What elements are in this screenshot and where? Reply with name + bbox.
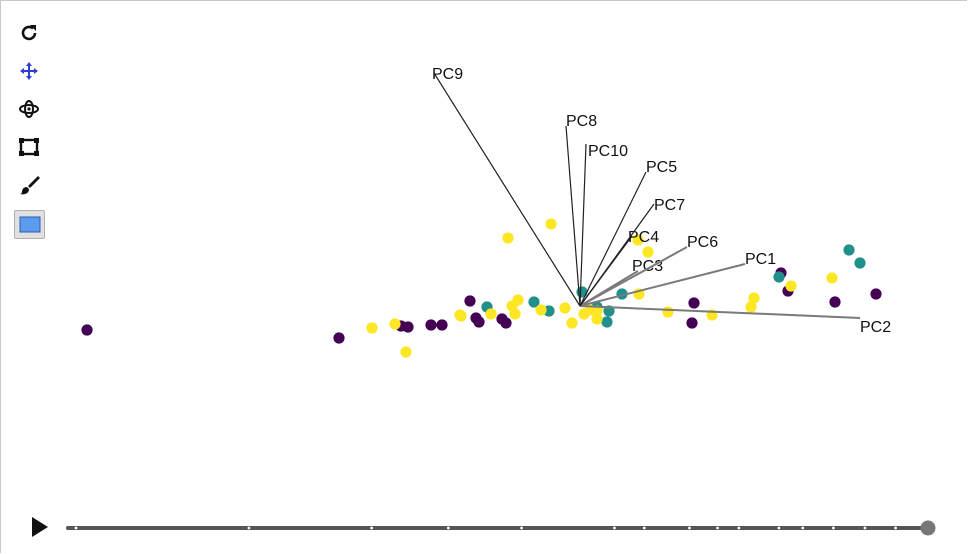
data-point-yellow[interactable] <box>512 294 524 306</box>
brush-button[interactable] <box>14 170 44 200</box>
axis-label-pc5: PC5 <box>646 159 677 176</box>
data-point-yellow[interactable] <box>366 322 378 334</box>
axis-line-pc9 <box>433 72 581 307</box>
axis-label-pc2: PC2 <box>860 319 891 336</box>
axis-label-pc8: PC8 <box>566 113 597 130</box>
data-point-yellow[interactable] <box>785 280 797 292</box>
series-purple <box>81 267 882 344</box>
slider-tick <box>832 526 835 530</box>
data-point-purple[interactable] <box>333 332 345 344</box>
data-point-teal[interactable] <box>843 244 855 256</box>
data-point-yellow[interactable] <box>485 308 497 320</box>
series-yellow <box>366 218 838 358</box>
data-point-purple[interactable] <box>425 319 437 331</box>
slider-tick <box>613 526 616 530</box>
reset-view-button[interactable] <box>14 18 44 48</box>
data-point-purple[interactable] <box>81 324 93 336</box>
play-icon <box>32 517 48 537</box>
axis-label-pc1: PC1 <box>745 251 776 268</box>
axis-label-pc10: PC10 <box>588 143 628 160</box>
data-point-purple[interactable] <box>473 316 485 328</box>
data-point-yellow[interactable] <box>535 304 547 316</box>
rotate-button[interactable] <box>14 94 44 124</box>
pan-button[interactable] <box>14 56 44 86</box>
axis-label-pc9: PC9 <box>432 66 463 83</box>
data-point-yellow[interactable] <box>591 305 603 317</box>
data-point-yellow[interactable] <box>389 318 401 330</box>
data-point-purple[interactable] <box>500 317 512 329</box>
data-point-yellow[interactable] <box>662 306 674 318</box>
slider-tick <box>688 526 691 530</box>
data-point-purple[interactable] <box>870 288 882 300</box>
data-point-yellow[interactable] <box>509 308 521 320</box>
slider-tick <box>520 526 523 530</box>
slider-tick <box>74 526 78 530</box>
axis-line-pc6 <box>579 246 688 307</box>
data-point-teal[interactable] <box>528 296 540 308</box>
slider-tick <box>716 526 719 530</box>
data-point-teal[interactable] <box>773 271 785 283</box>
data-point-yellow[interactable] <box>748 292 760 304</box>
slider-tick <box>801 526 805 530</box>
select-rectangle-button[interactable] <box>14 210 45 239</box>
zoom-box-icon <box>19 138 39 156</box>
axis-line-pc5 <box>579 171 647 307</box>
zoom-box-button[interactable] <box>14 132 44 162</box>
slider-tick <box>370 526 374 530</box>
data-point-purple[interactable] <box>686 317 698 329</box>
axis-line-pc7 <box>579 203 655 307</box>
animation-slider[interactable] <box>66 520 938 536</box>
slider-tick <box>446 526 450 530</box>
axis-label-pc6: PC6 <box>687 234 718 251</box>
data-point-yellow[interactable] <box>559 302 571 314</box>
data-point-yellow[interactable] <box>502 232 514 244</box>
slider-tick <box>247 526 251 530</box>
slider-tick <box>894 526 898 530</box>
data-point-purple[interactable] <box>829 296 841 308</box>
slider-tick <box>863 526 867 530</box>
data-point-teal[interactable] <box>854 257 866 269</box>
rotate-icon <box>19 100 39 118</box>
axis-line-pc10 <box>579 143 587 307</box>
slider-tick <box>777 526 781 530</box>
data-point-yellow[interactable] <box>591 313 603 325</box>
data-point-yellow[interactable] <box>642 246 654 258</box>
axis-line-pc1 <box>579 263 746 307</box>
data-point-yellow[interactable] <box>826 272 838 284</box>
data-point-yellow[interactable] <box>545 218 557 230</box>
slider-tick <box>737 526 741 530</box>
data-point-yellow[interactable] <box>400 346 412 358</box>
data-point-teal[interactable] <box>601 316 613 328</box>
axis-label-pc4: PC4 <box>628 229 659 246</box>
reset-icon <box>21 25 37 41</box>
pan-icon <box>20 62 38 80</box>
select-rectangle-icon <box>19 216 40 232</box>
axis-line-pc8 <box>565 125 581 307</box>
data-point-purple[interactable] <box>402 321 414 333</box>
axis-line-pc2 <box>579 305 861 319</box>
data-point-purple[interactable] <box>688 297 700 309</box>
data-point-purple[interactable] <box>464 295 476 307</box>
data-point-yellow[interactable] <box>566 317 578 329</box>
play-button[interactable] <box>28 515 52 539</box>
slider-tick <box>642 526 646 530</box>
data-point-purple[interactable] <box>436 319 448 331</box>
axis-label-pc3: PC3 <box>632 258 663 275</box>
data-point-yellow[interactable] <box>454 309 466 321</box>
axis-label-pc7: PC7 <box>654 197 685 214</box>
slider-handle[interactable] <box>920 520 936 536</box>
data-point-yellow[interactable] <box>745 301 757 313</box>
brush-icon <box>20 176 40 195</box>
data-point-yellow[interactable] <box>632 234 644 246</box>
